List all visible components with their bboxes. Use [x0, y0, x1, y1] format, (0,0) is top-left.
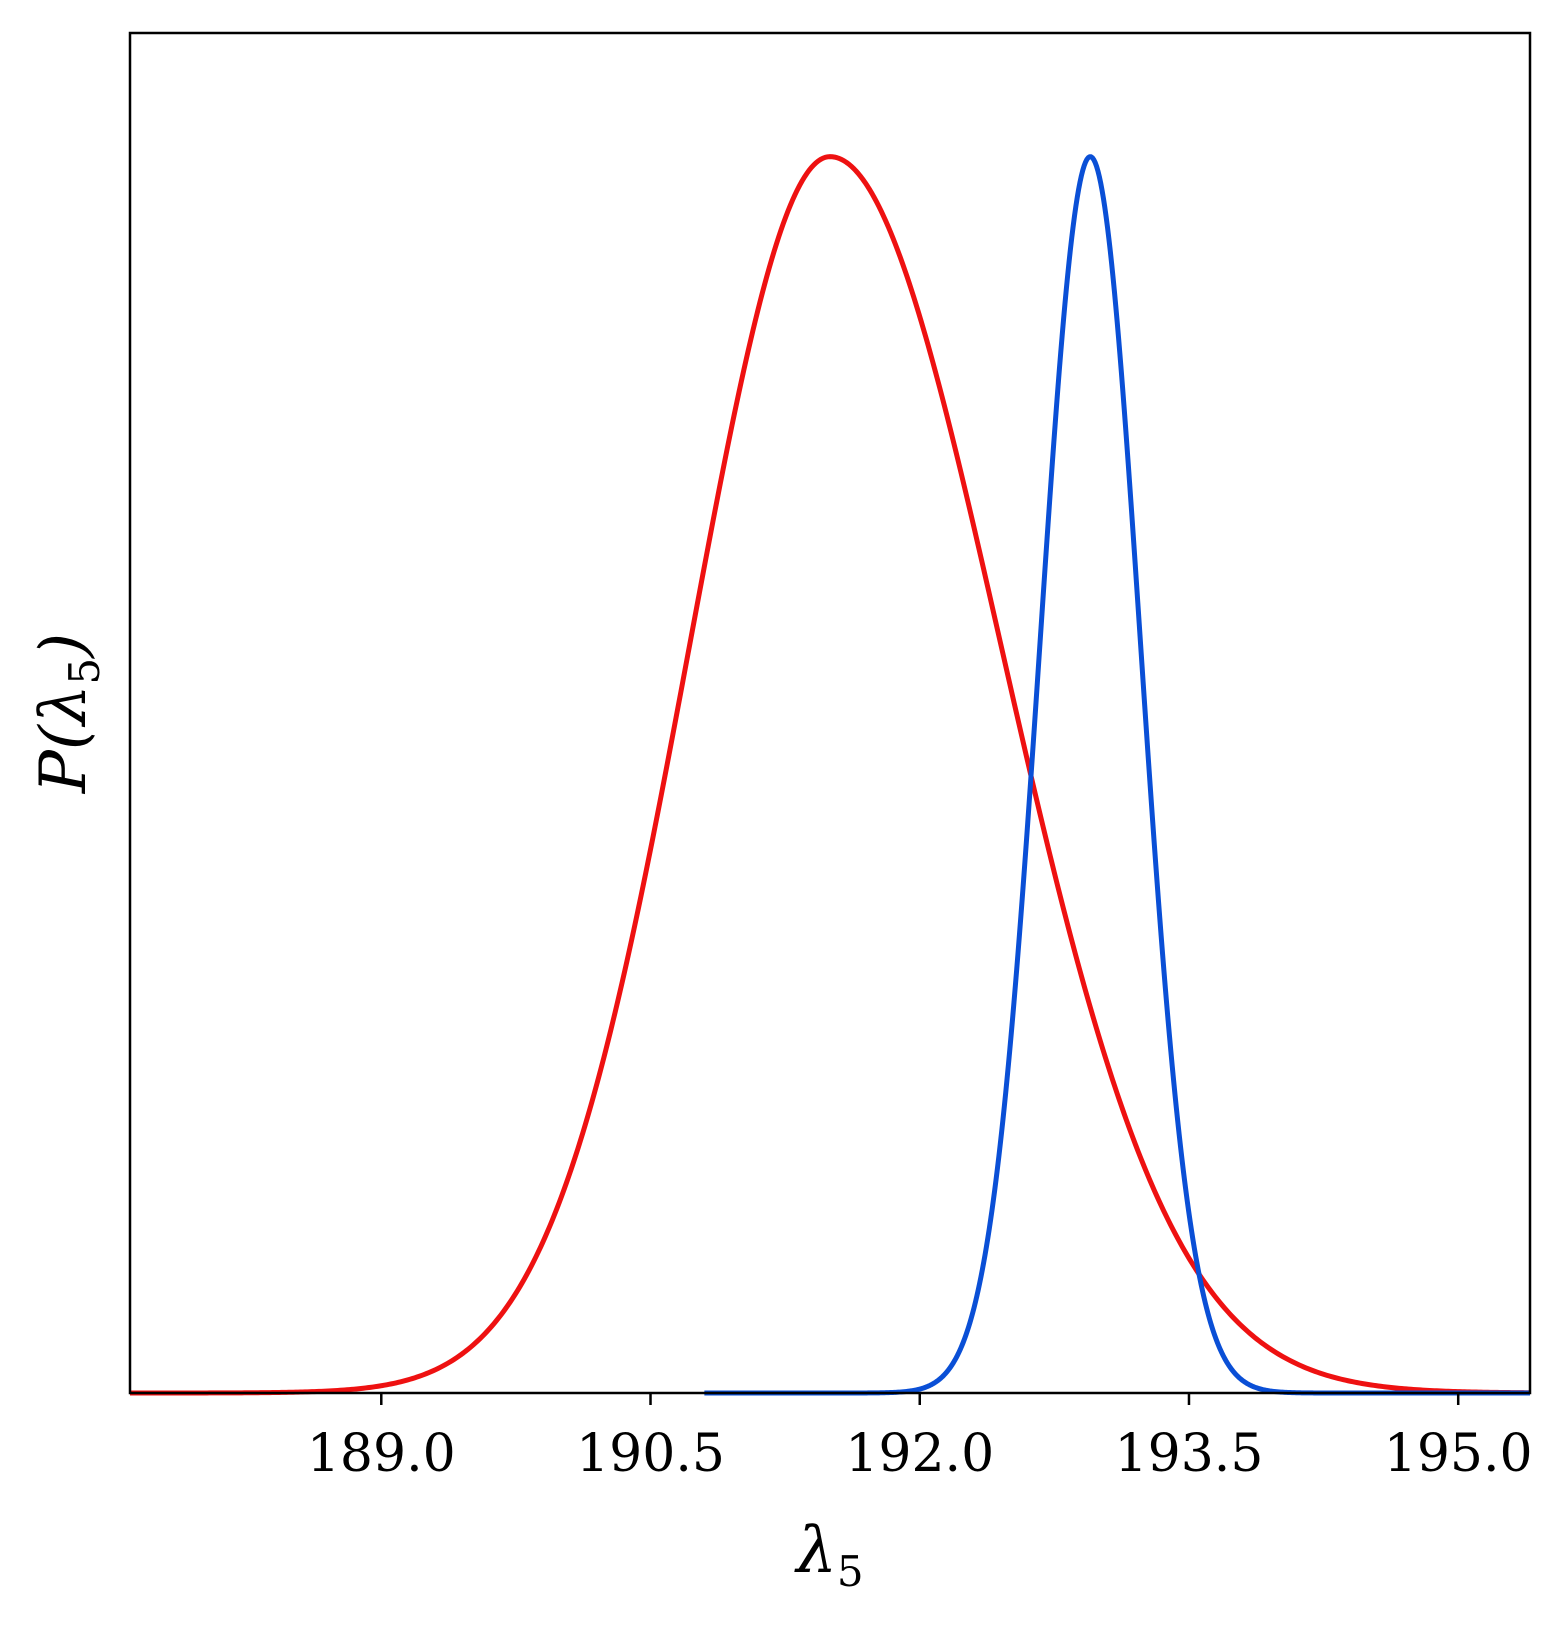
x-axis-label-subscript: 5 [837, 1547, 864, 1596]
x-tick-label: 193.5 [1115, 1424, 1264, 1484]
y-axis-label-subscript: 5 [60, 658, 109, 685]
y-axis-label: P(λ5) [27, 633, 109, 794]
x-axis-label: λ5 [793, 1514, 863, 1596]
x-tick-label: 190.5 [576, 1424, 725, 1484]
y-axis-label-symbol: λ [27, 685, 101, 729]
series-line-2 [703, 154, 1532, 1396]
y-axis-label-suffix: ) [27, 633, 101, 660]
x-tick-label: 189.0 [307, 1424, 456, 1484]
x-tick-label: 195.0 [1384, 1424, 1533, 1484]
y-axis-label-prefix: P( [27, 723, 101, 794]
x-axis-ticks: 189.0 190.5 192.0 193.5 195.0 [307, 1393, 1533, 1484]
x-tick-label: 192.0 [845, 1424, 994, 1484]
series-layer [129, 154, 1532, 1396]
plot-frame [128, 31, 1532, 1395]
series-line-1 [129, 154, 1531, 1396]
x-axis-label-symbol: λ [793, 1514, 837, 1588]
